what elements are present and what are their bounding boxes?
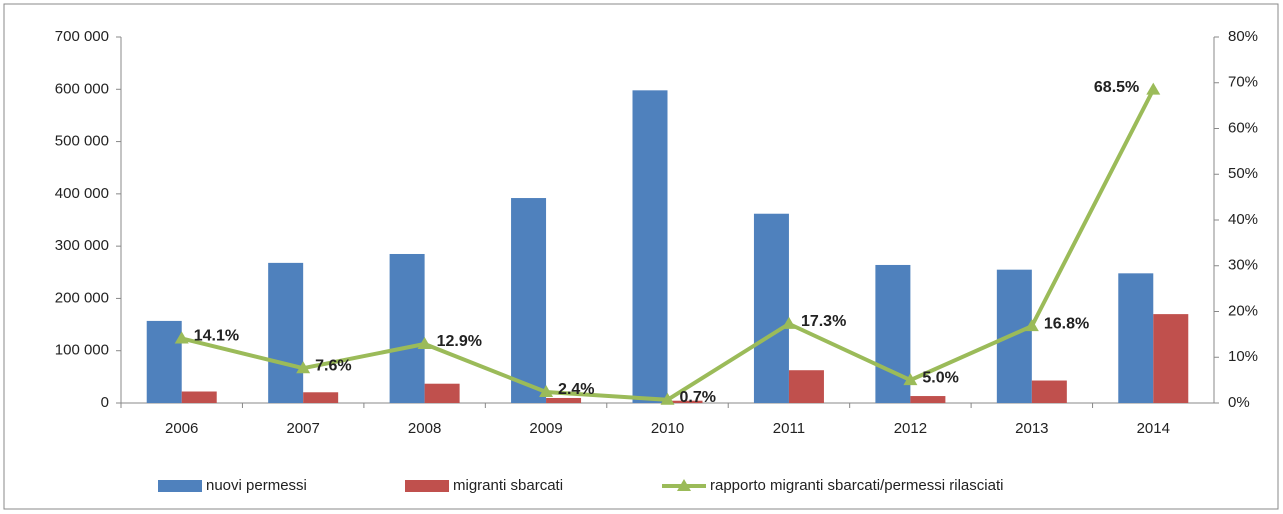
y2-tick-label: 80%: [1228, 28, 1258, 45]
data-label: 17.3%: [801, 313, 846, 330]
line-marker: [174, 331, 189, 344]
line-marker: [781, 316, 796, 329]
legend-label: migranti sbarcati: [453, 477, 563, 494]
y2-tick-label: 30%: [1228, 257, 1258, 274]
line-marker: [539, 385, 554, 398]
x-tick-label: 2007: [286, 420, 319, 437]
bar: [875, 264, 911, 403]
line-marker: [1024, 319, 1039, 332]
y-tick-label: 300 000: [55, 237, 109, 254]
x-tick-label: 2014: [1137, 420, 1170, 437]
bar: [667, 400, 703, 403]
y-tick-label: 200 000: [55, 289, 109, 306]
legend-label: rapporto migranti sbarcati/permessi rila…: [710, 477, 1003, 494]
data-label: 5.0%: [922, 369, 958, 386]
data-label: 14.1%: [194, 328, 239, 345]
x-tick-label: 2008: [408, 420, 441, 437]
bar: [910, 396, 946, 403]
y-tick-label: 500 000: [55, 133, 109, 150]
y2-tick-label: 40%: [1228, 211, 1258, 228]
bar: [181, 391, 217, 403]
legend-swatch: [405, 480, 449, 492]
y2-tick-label: 10%: [1228, 348, 1258, 365]
y2-tick-label: 70%: [1228, 74, 1258, 91]
bar: [511, 198, 547, 403]
y-tick-label: 400 000: [55, 185, 109, 202]
line-marker: [417, 336, 432, 349]
data-label: 68.5%: [1094, 79, 1139, 96]
x-tick-label: 2009: [529, 420, 562, 437]
legend-label: nuovi permessi: [206, 477, 307, 494]
y2-tick-label: 0%: [1228, 394, 1250, 411]
y-tick-label: 600 000: [55, 80, 109, 97]
bar: [546, 397, 582, 403]
bar: [1153, 314, 1189, 403]
legend-swatch: [158, 480, 202, 492]
bar: [753, 213, 789, 403]
bar: [146, 320, 182, 403]
x-tick-label: 2013: [1015, 420, 1048, 437]
y2-tick-label: 20%: [1228, 302, 1258, 319]
bar: [788, 370, 824, 403]
data-label: 0.7%: [680, 389, 716, 406]
bar: [303, 392, 339, 403]
x-tick-label: 2011: [773, 420, 805, 437]
x-tick-label: 2012: [894, 420, 927, 437]
y2-tick-label: 60%: [1228, 119, 1258, 136]
bar: [424, 383, 460, 403]
legend-marker: [677, 479, 691, 491]
data-label: 2.4%: [558, 381, 594, 398]
line-marker: [660, 392, 675, 405]
line-marker: [1146, 82, 1161, 95]
bar: [1031, 380, 1067, 403]
line-marker: [296, 361, 311, 374]
data-label: 12.9%: [437, 333, 482, 350]
data-label: 16.8%: [1044, 315, 1089, 332]
bar: [996, 269, 1032, 403]
y-tick-label: 700 000: [55, 28, 109, 45]
bar: [268, 262, 304, 403]
data-label: 7.6%: [315, 357, 351, 374]
bar: [632, 90, 668, 404]
y-tick-label: 100 000: [55, 342, 109, 359]
y-tick-label: 0: [101, 394, 109, 411]
line-marker: [903, 373, 918, 386]
y2-tick-label: 50%: [1228, 165, 1258, 182]
bar: [389, 253, 425, 403]
x-tick-label: 2006: [165, 420, 198, 437]
x-tick-label: 2010: [651, 420, 684, 437]
bar: [1118, 273, 1154, 403]
